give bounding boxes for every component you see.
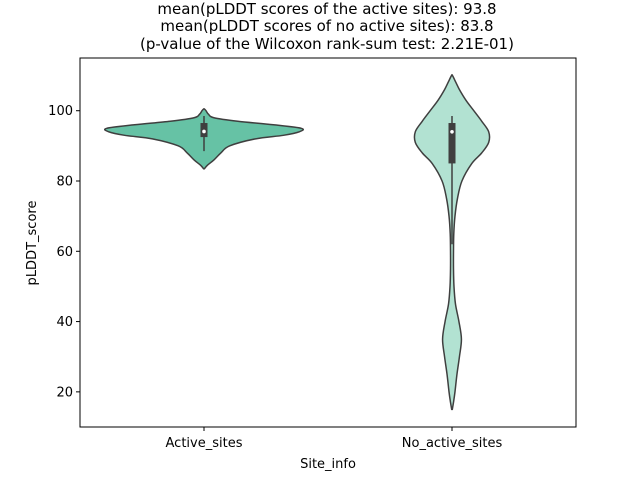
- y-tick-label: 60: [56, 245, 73, 260]
- plot-frame: [79, 57, 577, 428]
- chart-title-line-2: mean(pLDDT scores of no active sites): 8…: [160, 17, 493, 35]
- chart-title-line-3: (p-value of the Wilcoxon rank-sum test: …: [140, 35, 514, 53]
- median-point-no-active-sites: [450, 130, 454, 134]
- x-axis-label: Site_info: [300, 457, 356, 472]
- x-axis: Active_sites No_active_sites: [166, 427, 503, 451]
- y-axis-label: pLDDT_score: [25, 201, 40, 286]
- median-point-active-sites: [202, 129, 206, 134]
- iqr-box-no-active-sites: [448, 123, 456, 164]
- chart-title-line-1: mean(pLDDT scores of the active sites): …: [157, 0, 496, 18]
- x-tick-label: No_active_sites: [402, 436, 503, 451]
- violins-group: [103, 73, 491, 411]
- y-tick-label: 40: [56, 315, 73, 330]
- x-tick-label: Active_sites: [166, 436, 243, 451]
- y-axis: 20 40 60 80 100: [48, 104, 80, 400]
- y-tick-label: 80: [56, 175, 73, 190]
- y-tick-label: 100: [48, 104, 73, 119]
- y-tick-label: 20: [56, 385, 73, 400]
